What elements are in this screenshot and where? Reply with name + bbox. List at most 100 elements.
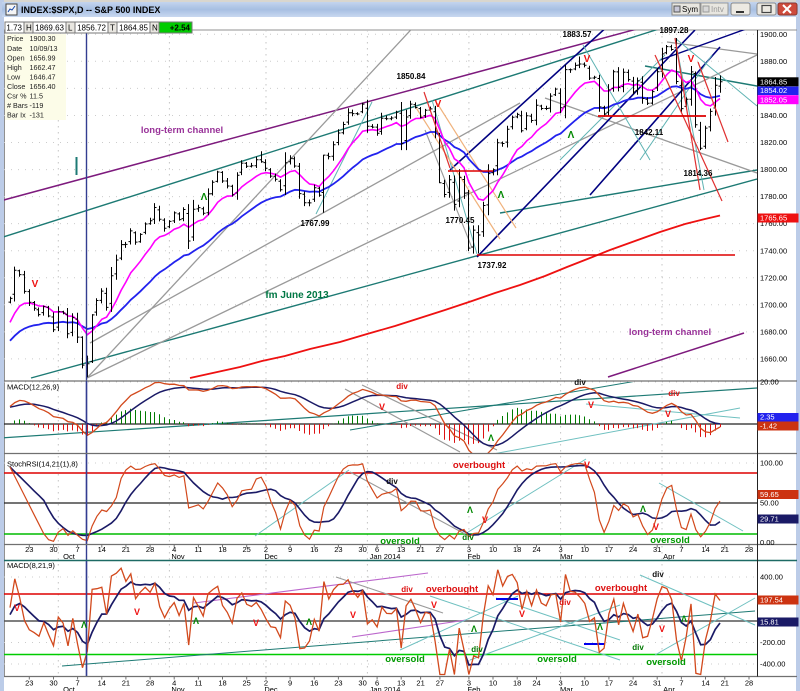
- svg-text:# Bars: # Bars: [7, 101, 28, 110]
- svg-text:div: div: [574, 378, 586, 387]
- svg-text:18: 18: [513, 545, 521, 554]
- svg-text:overbought: overbought: [595, 583, 648, 594]
- svg-text:20.00: 20.00: [760, 378, 779, 387]
- svg-text:Mar: Mar: [560, 685, 573, 691]
- svg-text:oversold: oversold: [385, 654, 425, 665]
- svg-text:Λ: Λ: [193, 616, 199, 626]
- svg-text:28: 28: [745, 545, 753, 554]
- svg-text:1842.11: 1842.11: [635, 128, 664, 137]
- svg-text:long-term channel: long-term channel: [141, 125, 223, 136]
- svg-text:N: N: [152, 24, 158, 33]
- svg-text:1854.02: 1854.02: [760, 86, 787, 95]
- svg-text:11: 11: [195, 545, 203, 554]
- svg-text:1897.28: 1897.28: [660, 26, 689, 35]
- svg-text:16: 16: [310, 679, 318, 688]
- svg-text:14: 14: [98, 545, 106, 554]
- svg-text:21: 21: [416, 545, 424, 554]
- svg-text:Nov: Nov: [171, 685, 185, 691]
- svg-text:1883.57: 1883.57: [563, 30, 592, 39]
- svg-text:24: 24: [629, 679, 637, 688]
- svg-text:T: T: [110, 24, 115, 33]
- svg-text:7: 7: [76, 545, 80, 554]
- svg-text:V: V: [253, 618, 259, 628]
- svg-text:V: V: [134, 607, 140, 617]
- svg-text:Oct: Oct: [63, 552, 76, 561]
- svg-text:11: 11: [195, 679, 203, 688]
- svg-text:Jan 2014: Jan 2014: [370, 685, 401, 691]
- svg-text:H: H: [26, 24, 32, 33]
- svg-text:17: 17: [605, 545, 613, 554]
- svg-text:V: V: [431, 600, 437, 610]
- svg-text:Nov: Nov: [171, 552, 185, 561]
- svg-text:14: 14: [98, 679, 106, 688]
- svg-text:31: 31: [653, 545, 661, 554]
- svg-text:oversold: oversold: [380, 536, 420, 547]
- svg-text:div: div: [652, 570, 664, 579]
- svg-text:Jan 2014: Jan 2014: [370, 552, 401, 561]
- svg-text:1880.00: 1880.00: [760, 57, 787, 66]
- svg-text:overbought: overbought: [426, 584, 479, 595]
- svg-text:1852.05: 1852.05: [760, 95, 787, 104]
- svg-text:V: V: [688, 54, 695, 65]
- svg-text:Λ: Λ: [681, 614, 687, 624]
- svg-text:28: 28: [146, 545, 154, 554]
- svg-text:2.35: 2.35: [760, 413, 775, 422]
- svg-text:16: 16: [310, 545, 318, 554]
- svg-text:9: 9: [288, 679, 292, 688]
- svg-text:V: V: [519, 609, 525, 619]
- svg-text:18: 18: [218, 545, 226, 554]
- svg-text:Λ: Λ: [568, 130, 575, 141]
- svg-text:div: div: [632, 643, 644, 652]
- svg-text:27: 27: [436, 679, 444, 688]
- svg-text:V: V: [350, 610, 356, 620]
- svg-text:Price: Price: [7, 34, 23, 43]
- svg-text:27: 27: [436, 545, 444, 554]
- svg-text:30: 30: [358, 545, 366, 554]
- svg-text:14: 14: [701, 545, 709, 554]
- svg-text:Λ: Λ: [597, 622, 603, 632]
- svg-text:div: div: [386, 477, 398, 486]
- svg-text:1850.84: 1850.84: [397, 72, 426, 81]
- svg-text:long-term channel: long-term channel: [629, 327, 711, 338]
- svg-text:400.00: 400.00: [760, 573, 783, 582]
- svg-text:MACD(8,21,9): MACD(8,21,9): [7, 561, 55, 570]
- svg-text:9: 9: [288, 545, 292, 554]
- svg-text:1814.36: 1814.36: [684, 169, 713, 178]
- svg-text:11.5: 11.5: [30, 92, 43, 101]
- svg-text:1662.47: 1662.47: [30, 63, 56, 72]
- svg-text:13: 13: [397, 679, 405, 688]
- svg-text:Intv: Intv: [711, 5, 724, 14]
- svg-text:Mar: Mar: [560, 552, 573, 561]
- svg-text:fm June 2013: fm June 2013: [265, 290, 329, 301]
- svg-text:7: 7: [679, 679, 683, 688]
- svg-text:V: V: [665, 409, 671, 419]
- svg-text:25: 25: [243, 679, 251, 688]
- svg-text:-200.00: -200.00: [760, 638, 785, 647]
- svg-text:V: V: [32, 279, 39, 290]
- svg-text:div: div: [401, 585, 413, 594]
- svg-text:197.54: 197.54: [760, 596, 783, 605]
- svg-text:V: V: [482, 515, 488, 525]
- svg-text:1700.00: 1700.00: [760, 300, 787, 309]
- svg-text:oversold: oversold: [537, 654, 577, 665]
- svg-text:Bar Ix: Bar Ix: [7, 111, 26, 120]
- svg-text:Open: Open: [7, 53, 25, 62]
- svg-text:Λ: Λ: [488, 433, 494, 443]
- svg-text:3: 3: [467, 679, 471, 688]
- svg-text:13: 13: [397, 545, 405, 554]
- svg-text:Csr %: Csr %: [7, 92, 27, 101]
- svg-text:10/09/13: 10/09/13: [30, 44, 58, 53]
- svg-text:Apr: Apr: [663, 552, 675, 561]
- svg-text:24: 24: [629, 545, 637, 554]
- svg-text:Dec: Dec: [264, 552, 278, 561]
- svg-text:Sym: Sym: [682, 5, 698, 14]
- svg-text:28: 28: [745, 679, 753, 688]
- svg-text:V: V: [379, 402, 385, 412]
- svg-text:10: 10: [581, 679, 589, 688]
- svg-text:1770.45: 1770.45: [446, 216, 475, 225]
- svg-text:29.71: 29.71: [760, 515, 779, 524]
- svg-text:V: V: [14, 603, 20, 613]
- svg-text:30: 30: [49, 679, 57, 688]
- svg-text:1765.65: 1765.65: [760, 214, 787, 223]
- svg-text:overbought: overbought: [453, 460, 506, 471]
